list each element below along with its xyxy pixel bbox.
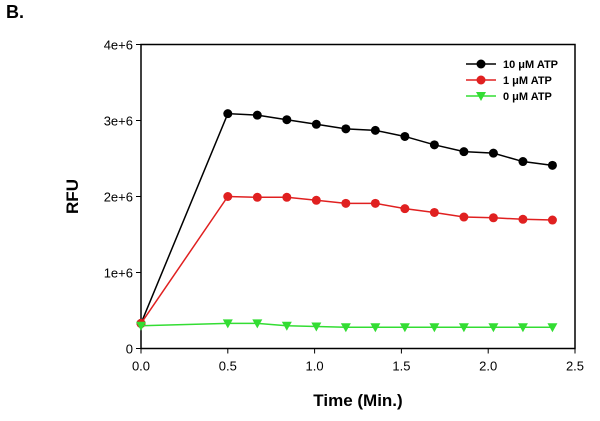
data-point — [311, 322, 322, 332]
data-point — [136, 321, 146, 331]
data-point — [252, 192, 262, 202]
legend-label: 1 μM ATP — [503, 75, 552, 87]
data-point — [400, 204, 410, 214]
y-tick-label: 3e+6 — [104, 114, 133, 129]
data-point — [400, 131, 410, 141]
data-point — [281, 321, 292, 331]
data-point — [488, 213, 498, 223]
legend-marker — [476, 75, 486, 85]
data-point — [341, 198, 351, 208]
y-tick-label: 2e+6 — [104, 190, 133, 205]
data-point — [458, 323, 469, 333]
legend-marker — [476, 59, 486, 69]
data-point — [282, 192, 292, 202]
data-point — [252, 319, 263, 329]
data-point — [488, 323, 499, 333]
data-point — [311, 119, 321, 129]
data-point — [429, 207, 439, 217]
data-point — [488, 148, 498, 158]
data-point — [341, 124, 351, 134]
data-point — [459, 212, 469, 222]
x-tick-label: 1.0 — [306, 359, 324, 374]
data-point — [340, 323, 351, 333]
y-tick-label: 0 — [126, 342, 133, 357]
data-point — [399, 323, 410, 333]
data-point — [282, 115, 292, 125]
data-point — [370, 198, 380, 208]
x-tick-label: 0.5 — [219, 359, 237, 374]
x-tick-label: 2.0 — [479, 359, 497, 374]
y-tick-label: 1e+6 — [104, 266, 133, 281]
data-point — [311, 195, 321, 205]
data-point — [518, 214, 528, 224]
data-point — [370, 125, 380, 135]
y-tick-label: 4e+6 — [104, 38, 133, 53]
data-point — [459, 147, 469, 157]
panel-label: B. — [6, 2, 24, 22]
legend-label: 10 μM ATP — [503, 59, 558, 71]
legend-label: 0 μM ATP — [503, 91, 552, 103]
data-point — [222, 319, 233, 329]
data-point — [518, 157, 528, 167]
data-point — [252, 110, 262, 120]
data-point — [223, 192, 233, 201]
legend-marker — [476, 92, 486, 101]
data-point — [429, 140, 439, 150]
data-point — [547, 215, 557, 225]
data-point — [517, 323, 528, 333]
x-tick-label: 1.5 — [392, 359, 410, 374]
x-tick-label: 0.0 — [132, 359, 150, 374]
y-axis-label: RFU — [63, 179, 82, 214]
data-point — [429, 323, 440, 333]
data-point — [223, 109, 233, 119]
data-point — [370, 323, 381, 333]
x-axis-label: Time (Min.) — [313, 391, 402, 410]
x-tick-label: 2.5 — [566, 359, 584, 374]
data-point — [547, 160, 557, 170]
data-point — [547, 323, 558, 333]
